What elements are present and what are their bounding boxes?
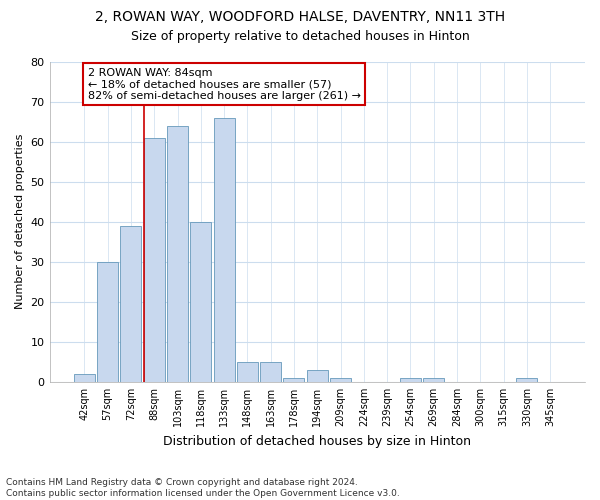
Bar: [167, 126, 188, 382]
Text: 2, ROWAN WAY, WOODFORD HALSE, DAVENTRY, NN11 3TH: 2, ROWAN WAY, WOODFORD HALSE, DAVENTRY, …: [95, 10, 505, 24]
X-axis label: Distribution of detached houses by size in Hinton: Distribution of detached houses by size …: [163, 434, 471, 448]
Text: Size of property relative to detached houses in Hinton: Size of property relative to detached ho…: [131, 30, 469, 43]
Text: 2 ROWAN WAY: 84sqm
← 18% of detached houses are smaller (57)
82% of semi-detache: 2 ROWAN WAY: 84sqm ← 18% of detached hou…: [88, 68, 361, 100]
Bar: [330, 378, 351, 382]
Bar: [121, 226, 142, 382]
Bar: [517, 378, 538, 382]
Bar: [283, 378, 304, 382]
Bar: [190, 222, 211, 382]
Bar: [97, 262, 118, 382]
Text: Contains HM Land Registry data © Crown copyright and database right 2024.
Contai: Contains HM Land Registry data © Crown c…: [6, 478, 400, 498]
Bar: [144, 138, 165, 382]
Bar: [214, 118, 235, 382]
Bar: [74, 374, 95, 382]
Bar: [307, 370, 328, 382]
Bar: [400, 378, 421, 382]
Bar: [237, 362, 258, 382]
Bar: [423, 378, 444, 382]
Y-axis label: Number of detached properties: Number of detached properties: [15, 134, 25, 310]
Bar: [260, 362, 281, 382]
